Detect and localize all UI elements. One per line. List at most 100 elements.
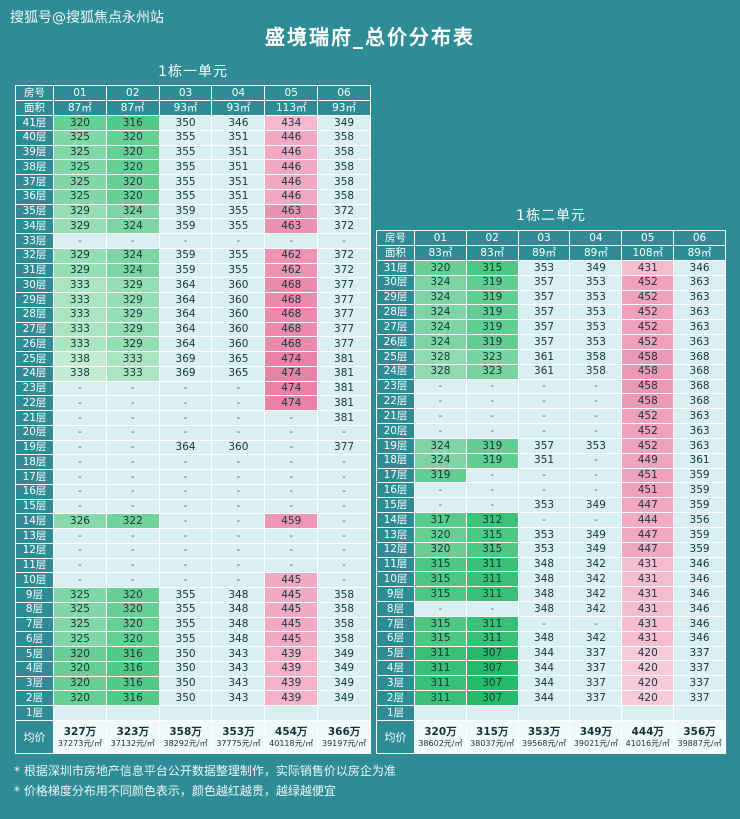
floor-label: 13层 <box>15 528 54 544</box>
avg-unit-price: 37132元/㎡ <box>110 739 155 748</box>
price-cell: - <box>211 424 266 441</box>
price-cell: 333 <box>105 351 160 367</box>
average-price-row: 均价 327万 37273元/㎡ 323万 37132元/㎡ 358万 38292元/㎡ 35… <box>15 720 371 754</box>
avg-price-cell: 356万 39887元/㎡ <box>673 720 726 754</box>
floor-label: 21层 <box>15 410 54 426</box>
price-cell: 344 <box>517 660 571 677</box>
room-number: 04 <box>569 230 623 246</box>
floor-label: 7层 <box>376 615 415 632</box>
floor-row: 1层 <box>376 704 726 722</box>
floor-label: 26层 <box>376 334 415 350</box>
price-cell: 364 <box>158 292 213 308</box>
price-cell: 320 <box>105 587 160 603</box>
floor-label: 28层 <box>376 304 415 321</box>
avg-unit-price: 41016元/㎡ <box>625 739 670 748</box>
price-cell: 320 <box>105 129 160 146</box>
price-cell: - <box>414 378 467 395</box>
price-cell: 337 <box>673 690 726 706</box>
price-cell: 359 <box>158 247 213 264</box>
area-value: 89㎡ <box>569 245 623 261</box>
price-cell: - <box>317 498 371 515</box>
floor-row: 20层 - - - - - - <box>15 424 371 441</box>
price-cell: 360 <box>211 292 266 308</box>
price-cell: 333 <box>105 365 160 382</box>
floor-row: 28层 333 329 364 360 468 377 <box>15 306 371 323</box>
price-cell: - <box>264 528 319 544</box>
floor-label: 18层 <box>15 454 54 470</box>
room-number: 03 <box>158 85 213 101</box>
price-cell: 315 <box>465 260 519 276</box>
price-cell: - <box>317 483 371 500</box>
avg-unit-price: 39021元/㎡ <box>573 739 618 748</box>
price-cell: 342 <box>569 601 623 617</box>
price-cell: 343 <box>211 646 266 662</box>
price-cell: 324 <box>105 247 160 264</box>
price-cell: 342 <box>569 586 623 603</box>
price-cell: 363 <box>673 334 726 350</box>
price-cell: 363 <box>673 319 726 336</box>
avg-price-cell: 454万 40118元/㎡ <box>264 720 319 754</box>
price-cell: - <box>53 498 107 515</box>
price-cell: 381 <box>317 365 371 382</box>
price-cell: 320 <box>105 601 160 618</box>
price-cell: 447 <box>621 541 675 558</box>
price-cell: 468 <box>264 277 319 293</box>
price-cell: 325 <box>53 188 107 205</box>
floor-label: 28层 <box>15 306 54 323</box>
avg-price-cell: 353万 39568元/㎡ <box>517 720 571 754</box>
average-label: 均价 <box>15 720 54 754</box>
floor-row: 7层 315 311- -431 346 <box>376 615 726 632</box>
floor-label: 3层 <box>376 675 415 692</box>
price-cell: - <box>517 615 571 632</box>
price-cell: - <box>53 469 107 485</box>
price-cell: 319 <box>465 304 519 321</box>
price-cell: 319 <box>465 452 519 469</box>
price-cell: - <box>158 380 213 397</box>
price-cell: 368 <box>673 393 726 410</box>
floor-row: 10层 315 311 348 342 431 346 <box>376 571 726 588</box>
floor-row: 19层 324 319 357 353 452 363 <box>376 437 726 454</box>
price-cell: - <box>569 512 623 528</box>
floor-row: 23层 - - - -474 381 <box>15 380 371 397</box>
price-cell: 458 <box>621 393 675 410</box>
price-cell: - <box>414 393 467 410</box>
floor-label: 13层 <box>376 526 415 543</box>
price-cell <box>53 705 107 721</box>
price-cell: 357 <box>517 334 571 350</box>
floor-label: 6层 <box>15 631 54 647</box>
price-cell: 377 <box>317 306 371 323</box>
price-cell: 329 <box>53 203 107 220</box>
floor-label: 26层 <box>15 336 54 352</box>
price-cell: - <box>105 498 160 515</box>
price-cell: 343 <box>211 675 266 692</box>
price-cell: - <box>105 424 160 441</box>
price-cell: - <box>317 454 371 470</box>
price-cell: 353 <box>569 304 623 321</box>
price-cell: 358 <box>317 188 371 205</box>
price-cell: 434 <box>264 115 319 131</box>
price-cell: - <box>105 528 160 544</box>
price-cell: - <box>517 423 571 439</box>
price-cell: 349 <box>317 115 371 131</box>
price-cell: 348 <box>517 571 571 588</box>
floor-label: 21层 <box>376 408 415 425</box>
floor-row: 2层 320 316 350 343 439 349 <box>15 690 371 706</box>
price-cell: 349 <box>317 646 371 662</box>
price-cell: 358 <box>569 348 623 365</box>
price-cell: 360 <box>211 306 266 323</box>
avg-unit-price: 38292元/㎡ <box>163 739 208 748</box>
price-cell: - <box>158 528 213 544</box>
price-cell: 324 <box>414 437 467 454</box>
price-cell: 359 <box>158 203 213 220</box>
price-cell: 320 <box>53 115 107 131</box>
price-cell: 439 <box>264 675 319 692</box>
floor-label: 23层 <box>376 378 415 395</box>
price-cell: 320 <box>414 541 467 558</box>
floor-row: 16层 - - - - - - <box>15 483 371 500</box>
price-cell: - <box>517 482 571 499</box>
price-cell: - <box>158 233 213 249</box>
price-cell: 431 <box>621 556 675 573</box>
price-cell: 320 <box>53 675 107 692</box>
floor-label: 31层 <box>376 260 415 276</box>
room-number: 02 <box>465 230 519 246</box>
